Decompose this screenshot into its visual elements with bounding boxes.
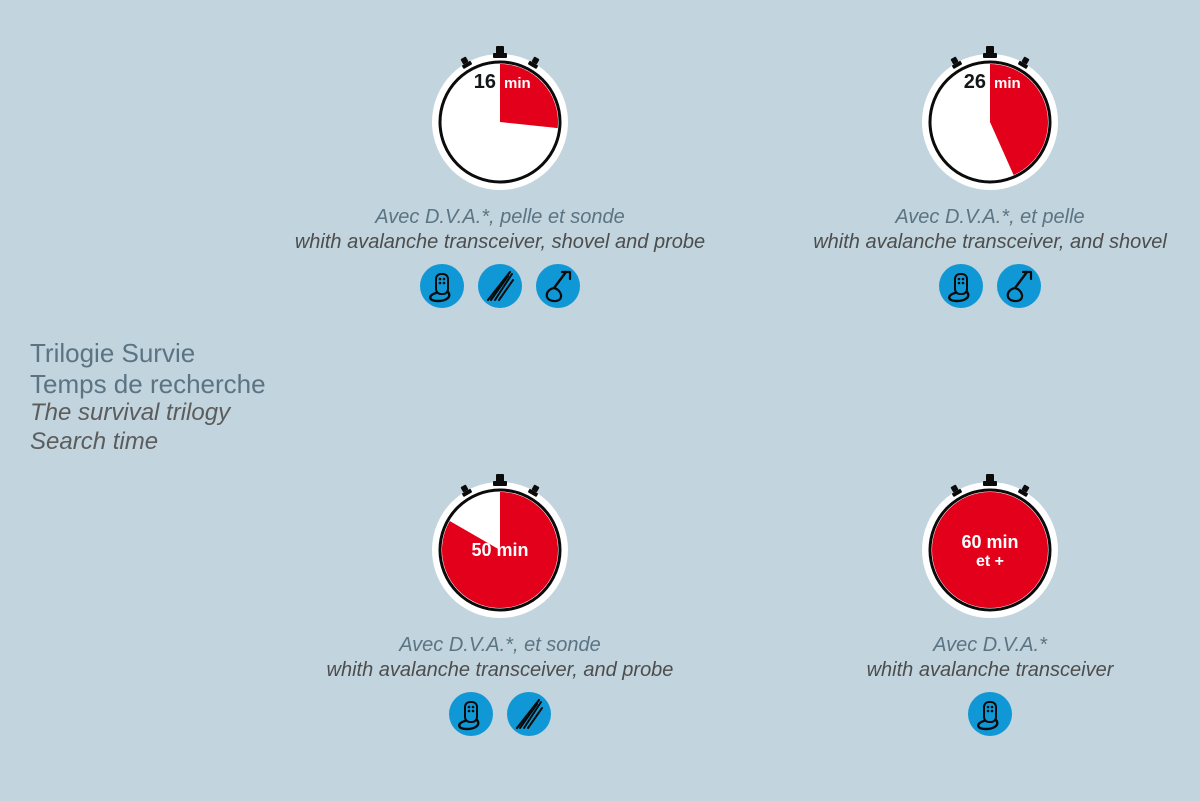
stopwatch-icon: 50 min bbox=[425, 460, 575, 628]
caption-fr: Avec D.V.A.*, et sonde bbox=[290, 634, 710, 657]
transceiver-icon bbox=[420, 264, 464, 308]
svg-text:60 min: 60 min bbox=[961, 532, 1018, 552]
probe-icon bbox=[478, 264, 522, 308]
cell-1: 16 min Avec D.V.A.*, pelle et sonde whith… bbox=[290, 32, 710, 308]
tools-row bbox=[290, 264, 710, 308]
caption-fr: Avec D.V.A.* bbox=[780, 634, 1200, 657]
title-en-line2: Search time bbox=[30, 428, 266, 456]
title-en-line1: The survival trilogy bbox=[30, 399, 266, 427]
caption-en: whith avalanche transceiver, and shovel bbox=[780, 231, 1200, 254]
svg-text:16: 16 bbox=[474, 71, 496, 93]
caption-en: whith avalanche transceiver bbox=[780, 659, 1200, 682]
tools-row bbox=[780, 264, 1200, 308]
title-fr-line2: Temps de recherche bbox=[30, 369, 266, 400]
cell-4: 60 minet + Avec D.V.A.* whith avalanche … bbox=[780, 460, 1200, 736]
stopwatch-icon: 60 minet + bbox=[915, 460, 1065, 628]
timer-wrap: 50 min bbox=[290, 460, 710, 628]
svg-text:et +: et + bbox=[976, 553, 1004, 570]
svg-text:26: 26 bbox=[964, 71, 986, 93]
caption-fr: Avec D.V.A.*, et pelle bbox=[780, 206, 1200, 229]
stopwatch-icon: 16 min bbox=[425, 32, 575, 200]
svg-text:min: min bbox=[504, 75, 531, 92]
transceiver-icon bbox=[968, 692, 1012, 736]
timer-wrap: 26 min bbox=[780, 32, 1200, 200]
transceiver-icon bbox=[939, 264, 983, 308]
probe-icon bbox=[507, 692, 551, 736]
tools-row bbox=[780, 692, 1200, 736]
timer-wrap: 60 minet + bbox=[780, 460, 1200, 628]
stopwatch-icon: 26 min bbox=[915, 32, 1065, 200]
caption-en: whith avalanche transceiver, and probe bbox=[290, 659, 710, 682]
timer-wrap: 16 min bbox=[290, 32, 710, 200]
cell-3: 50 min Avec D.V.A.*, et sonde whith aval… bbox=[290, 460, 710, 736]
shovel-icon bbox=[997, 264, 1041, 308]
cell-2: 26 min Avec D.V.A.*, et pelle whith avala… bbox=[780, 32, 1200, 308]
transceiver-icon bbox=[449, 692, 493, 736]
tools-row bbox=[290, 692, 710, 736]
shovel-icon bbox=[536, 264, 580, 308]
title-block: Trilogie Survie Temps de recherche The s… bbox=[30, 338, 266, 456]
title-fr-line1: Trilogie Survie bbox=[30, 338, 266, 369]
svg-text:50 min: 50 min bbox=[471, 540, 528, 560]
infographic-root: Trilogie Survie Temps de recherche The s… bbox=[0, 0, 1200, 801]
caption-fr: Avec D.V.A.*, pelle et sonde bbox=[290, 206, 710, 229]
svg-text:min: min bbox=[994, 75, 1021, 92]
caption-en: whith avalanche transceiver, shovel and … bbox=[290, 231, 710, 254]
